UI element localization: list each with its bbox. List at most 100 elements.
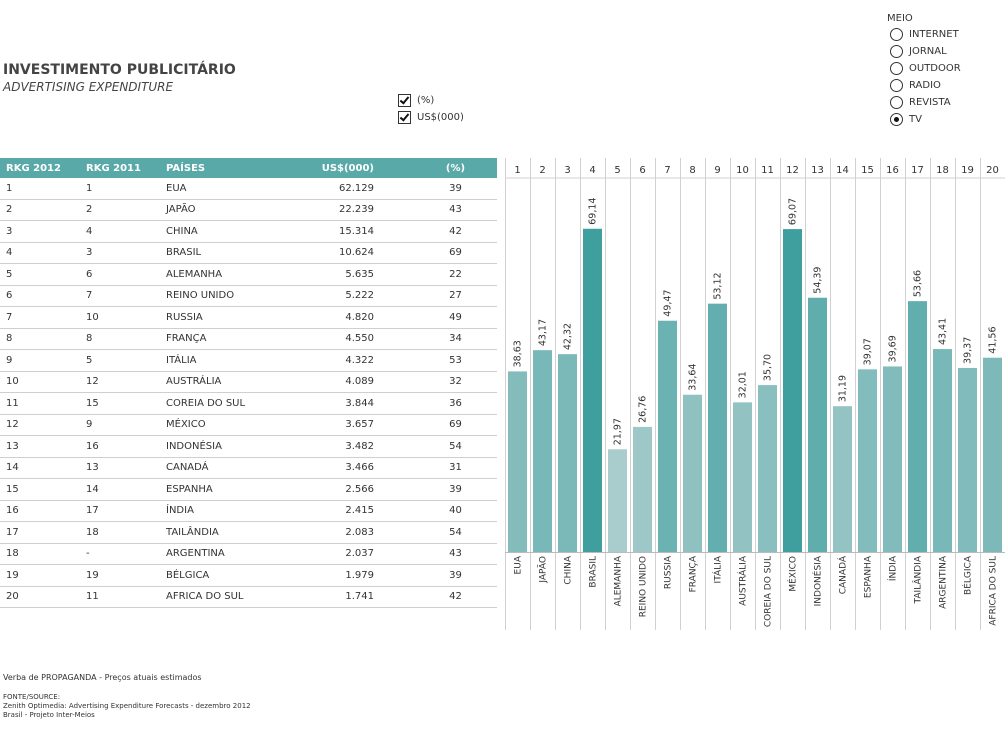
category-label: ALEMANHA (614, 555, 624, 606)
ranking-table: RKG 2012 RKG 2011 PAÍSES US$(000) (%) 1 1… (0, 158, 497, 608)
bar-value-label: 39,37 (963, 337, 974, 364)
source-line: Zenith Optimedia: Advertising Expenditur… (3, 702, 251, 710)
radio-tv[interactable]: TV (887, 111, 961, 128)
category-label: EUA (514, 555, 524, 574)
radio-revista[interactable]: REVISTA (887, 94, 961, 111)
cell-rkg-2011: 8 (86, 333, 93, 345)
header-paises: PAÍSES (166, 162, 206, 174)
radio-label: REVISTA (909, 97, 951, 108)
radio-off-icon[interactable] (890, 79, 903, 92)
bar (933, 349, 952, 552)
rank-label: 18 (936, 165, 949, 176)
radio-label: RADIO (909, 80, 941, 91)
category-label: REINO UNIDO (639, 556, 649, 617)
cell-pais: BÉLGICA (166, 569, 210, 581)
category-label: JAPÃO (538, 556, 549, 584)
cell-usd: 62.129 (339, 182, 374, 194)
cell-pais: INDONÉSIA (166, 440, 222, 452)
cell-usd: 1.741 (345, 591, 374, 603)
radio-off-icon[interactable] (890, 28, 903, 41)
footer-note: Verba de PROPAGANDA - Preços atuais esti… (3, 673, 202, 682)
cell-percent: 43 (449, 548, 462, 560)
rank-label: 6 (639, 165, 645, 176)
radio-jornal[interactable]: JORNAL (887, 43, 961, 60)
cell-rkg-2012: 7 (6, 311, 13, 323)
metric-checkboxes: (%) US$(000) (398, 92, 464, 126)
table-row: 6 7 REINO UNIDO 5.222 27 (0, 286, 497, 307)
cell-usd: 4.089 (345, 376, 374, 388)
bar (508, 371, 527, 552)
page-subtitle: ADVERTISING EXPENDITURE (3, 80, 174, 94)
cell-rkg-2011: 1 (86, 182, 93, 194)
bar-value-label: 69,07 (788, 198, 799, 225)
cell-percent: 42 (449, 225, 462, 237)
table-row: 14 13 CANADÁ 3.466 31 (0, 458, 497, 479)
radio-outdoor[interactable]: OUTDOOR (887, 60, 961, 77)
radio-label: JORNAL (909, 46, 947, 57)
cell-rkg-2012: 8 (6, 333, 13, 345)
cell-usd: 3.482 (345, 440, 374, 452)
table-header: RKG 2012 RKG 2011 PAÍSES US$(000) (%) (0, 158, 497, 178)
cell-percent: 43 (449, 204, 462, 216)
bar (583, 228, 602, 552)
cell-rkg-2012: 4 (6, 247, 13, 259)
cell-rkg-2012: 12 (6, 419, 19, 431)
checkbox-checked-icon[interactable] (398, 94, 411, 107)
cell-percent: 69 (449, 247, 462, 259)
cell-rkg-2011: 16 (86, 440, 99, 452)
cell-usd: 4.550 (345, 333, 374, 345)
media-selector-label: MEIO (887, 13, 913, 24)
cell-rkg-2011: 3 (86, 247, 93, 259)
rank-label: 13 (811, 165, 824, 176)
footer-source: FONTE/SOURCE: Zenith Optimedia: Advertis… (3, 693, 251, 720)
radio-off-icon[interactable] (890, 62, 903, 75)
rank-label: 8 (689, 165, 695, 176)
cell-rkg-2011: 18 (86, 526, 99, 538)
cell-pais: CHINA (166, 225, 198, 237)
bar (958, 367, 977, 552)
rank-label: 10 (736, 165, 749, 176)
radio-off-icon[interactable] (890, 45, 903, 58)
bar-value-label: 69,14 (588, 198, 599, 225)
cell-pais: ALEMANHA (166, 268, 223, 280)
cell-rkg-2012: 5 (6, 268, 13, 280)
table-row: 12 9 MÉXICO 3.657 69 (0, 415, 497, 436)
cell-rkg-2012: 6 (6, 290, 13, 302)
checkbox-percent[interactable]: (%) (398, 92, 464, 109)
radio-off-icon[interactable] (890, 96, 903, 109)
cell-rkg-2012: 2 (6, 204, 13, 216)
radio-internet[interactable]: INTERNET (887, 26, 961, 43)
radio-radio[interactable]: RADIO (887, 77, 961, 94)
cell-pais: AFRICA DO SUL (166, 591, 244, 603)
cell-percent: 53 (449, 354, 462, 366)
cell-rkg-2012: 18 (6, 548, 19, 560)
bar (908, 301, 927, 552)
table-row: 19 19 BÉLGICA 1.979 39 (0, 565, 497, 587)
checkbox-usd[interactable]: US$(000) (398, 109, 464, 126)
cell-usd: 3.466 (345, 462, 374, 474)
cell-pais: ITÁLIA (166, 354, 197, 366)
cell-rkg-2011: 13 (86, 462, 99, 474)
cell-rkg-2011: 9 (86, 419, 93, 431)
table-row: 7 10 RUSSIA 4.820 49 (0, 307, 497, 329)
cell-pais: ÍNDIA (166, 505, 194, 517)
bar-value-label: 26,76 (638, 396, 649, 423)
cell-pais: ESPANHA (166, 483, 213, 495)
bar (633, 426, 652, 552)
rank-label: 5 (614, 165, 620, 176)
header-rkg-2011: RKG 2011 (86, 162, 141, 174)
cell-rkg-2011: 19 (86, 569, 99, 581)
rank-label: 1 (514, 165, 520, 176)
bar-value-label: 49,47 (663, 290, 674, 317)
cell-usd: 4.322 (345, 354, 374, 366)
category-label: ÍNDIA (887, 555, 899, 581)
cell-rkg-2012: 1 (6, 182, 13, 194)
radio-on-icon[interactable] (890, 113, 903, 126)
checkbox-checked-icon[interactable] (398, 111, 411, 124)
cell-percent: 69 (449, 419, 462, 431)
cell-pais: FRANÇA (166, 333, 207, 345)
category-label: RUSSIA (664, 555, 674, 589)
cell-percent: 36 (449, 397, 462, 409)
media-selector: MEIO INTERNET JORNAL OUTDOOR RADIO REVIS… (887, 12, 961, 128)
cell-percent: 54 (449, 440, 462, 452)
